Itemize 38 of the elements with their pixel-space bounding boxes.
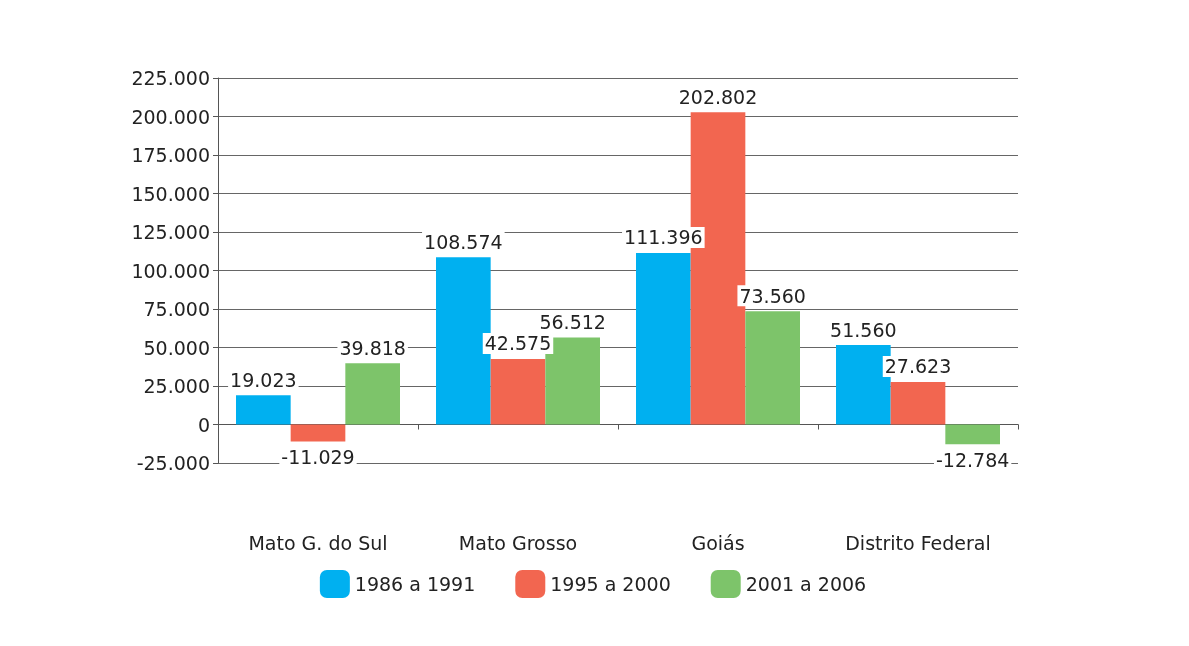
bar — [636, 252, 691, 425]
x-tick-label: Distrito Federal — [845, 531, 991, 554]
y-tick-label: 75.000 — [143, 298, 210, 320]
legend-label: 1995 a 2000 — [550, 573, 671, 595]
data-label: 108.574 — [424, 230, 503, 253]
data-label: 202.802 — [678, 85, 758, 108]
data-label: -12.784 — [935, 448, 1010, 471]
legend-label: 2001 a 2006 — [745, 573, 867, 595]
data-label: 56.512 — [539, 310, 606, 333]
y-tick-label: -25.000 — [136, 452, 210, 474]
bar — [945, 424, 1000, 445]
x-tick-label: Mato G. do Sul — [248, 531, 388, 554]
x-tick-label: Mato Grosso — [458, 531, 578, 554]
y-tick-label: 125.000 — [131, 221, 210, 243]
legend-label: 1986 a 1991 — [354, 573, 476, 595]
y-tick-label: 25.000 — [143, 375, 210, 397]
data-label: 42.575 — [484, 332, 552, 355]
bar — [236, 395, 291, 425]
y-tick-label: 175.000 — [131, 144, 210, 166]
y-tick-label: 150.000 — [131, 182, 210, 205]
data-label: 19.023 — [230, 368, 297, 391]
data-label: 27.623 — [884, 355, 952, 378]
y-tick-label: 225.000 — [131, 67, 210, 89]
x-tick-label: Goiás — [691, 531, 745, 554]
y-tick-label: 100.000 — [131, 259, 210, 282]
data-label: 73.560 — [739, 284, 806, 307]
bar — [890, 381, 946, 425]
bar — [290, 424, 346, 442]
data-label: 51.560 — [830, 318, 897, 341]
y-tick-label: 50.000 — [143, 336, 210, 359]
y-tick-label: 0 — [197, 413, 210, 436]
bar — [345, 363, 400, 425]
bar — [490, 358, 546, 425]
data-label: -11.029 — [281, 445, 355, 468]
bar — [745, 311, 800, 425]
data-label: 111.396 — [624, 226, 703, 249]
y-tick-label: 200.000 — [131, 105, 210, 128]
data-label: 39.818 — [339, 336, 406, 359]
